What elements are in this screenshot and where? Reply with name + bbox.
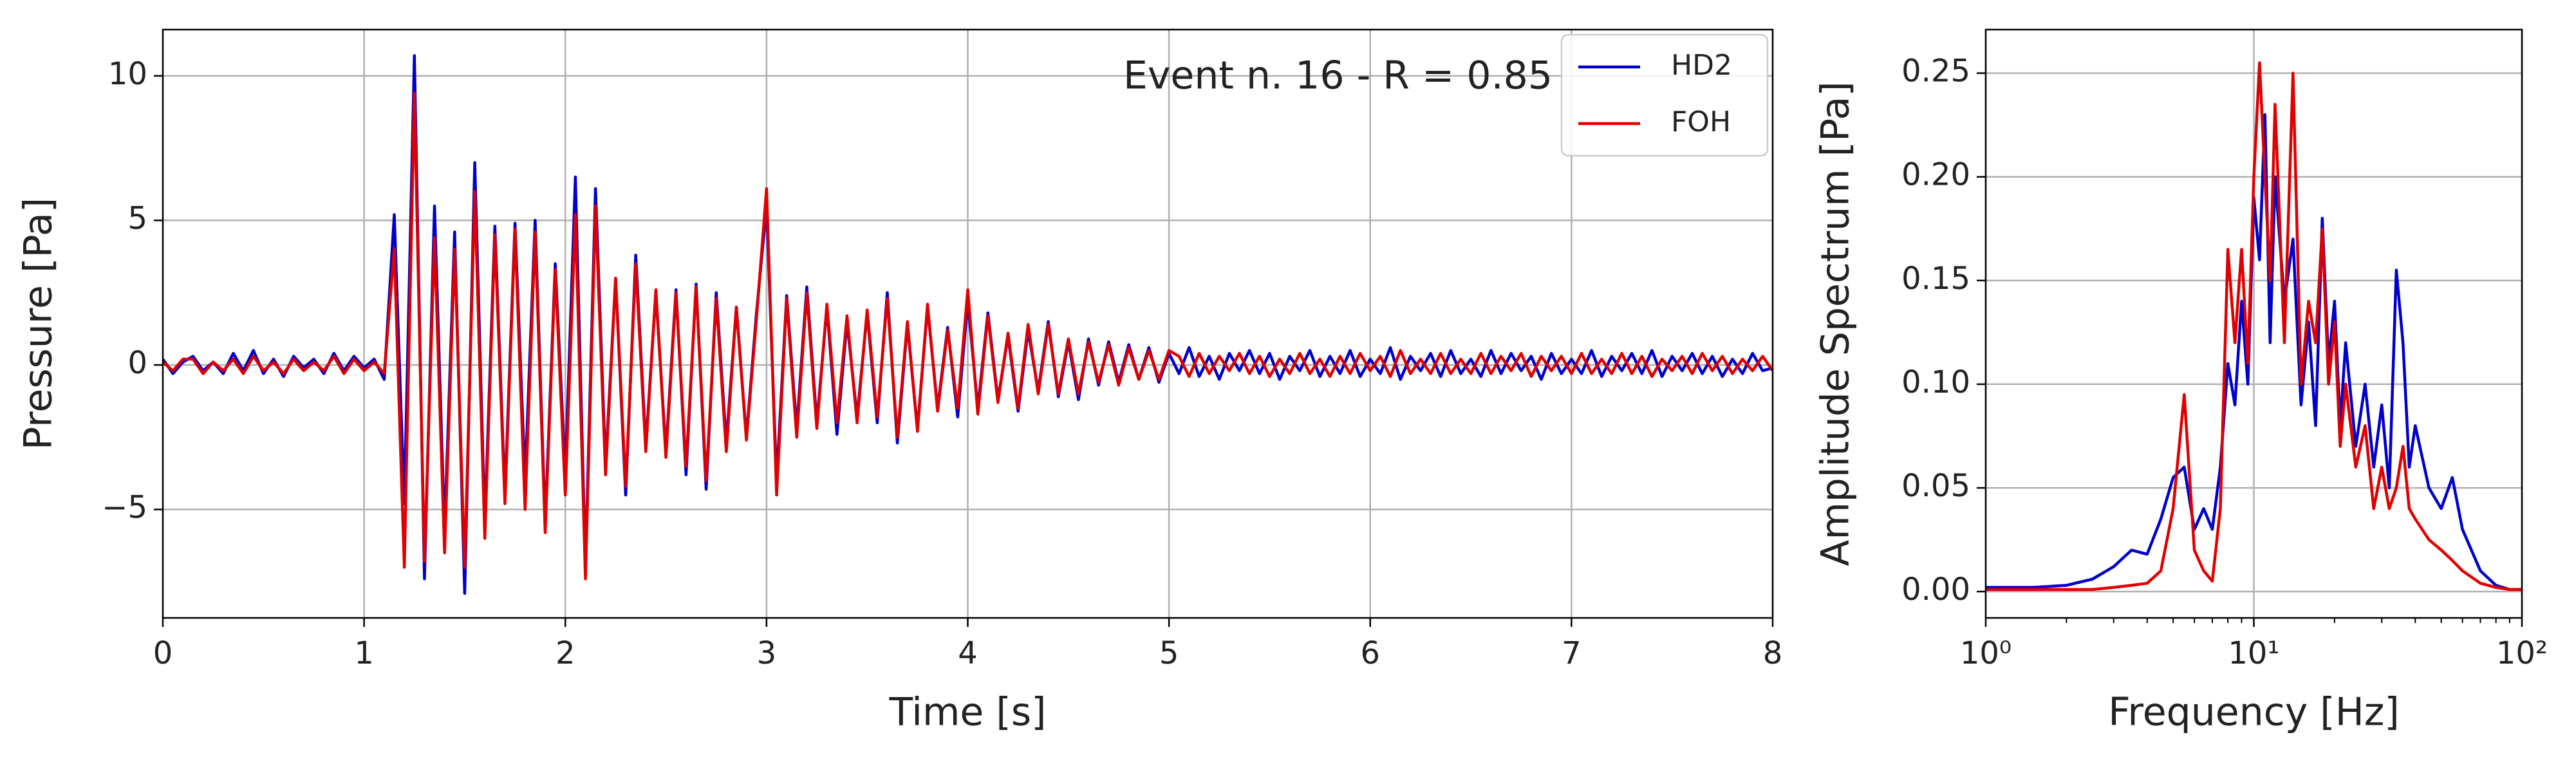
x-tick-label: 8 <box>1763 635 1783 671</box>
legend-label: FOH <box>1671 106 1731 138</box>
x-tick-label: 4 <box>958 635 978 671</box>
series-line <box>1986 61 2522 592</box>
y-tick-label: 0.15 <box>1901 261 1970 297</box>
axes-frame <box>1984 28 2523 619</box>
x-tick-label: 6 <box>1360 635 1380 671</box>
x-axis-label: Frequency [Hz] <box>2108 690 2399 735</box>
x-tick-label: 0 <box>153 635 173 671</box>
x-tick-label: 10² <box>2496 635 2548 671</box>
y-tick-label: 0.10 <box>1901 364 1970 400</box>
y-tick-label: 0.05 <box>1901 468 1970 504</box>
x-tick-label: 2 <box>555 635 575 671</box>
y-tick-label: 0 <box>127 345 147 381</box>
x-tick-label: 3 <box>757 635 777 671</box>
x-tick-label: 1 <box>354 635 374 671</box>
y-tick-label: 0.20 <box>1901 157 1970 193</box>
annotation: Event n. 16 - R = 0.85 <box>1123 53 1553 98</box>
y-axis-label: Pressure [Pa] <box>16 198 61 450</box>
legend-label: HD2 <box>1671 49 1732 82</box>
x-tick-label: 10⁰ <box>1960 635 2011 671</box>
legend-box <box>1560 33 1769 157</box>
x-tick-label: 7 <box>1562 635 1582 671</box>
x-tick-label: 10¹ <box>2228 635 2279 671</box>
y-tick-label: −5 <box>102 490 147 526</box>
y-tick-label: 0.25 <box>1901 53 1970 89</box>
series-line <box>163 91 1773 581</box>
axes-frame <box>162 28 1774 619</box>
x-axis-label: Time [s] <box>889 690 1047 735</box>
x-tick-label: 5 <box>1159 635 1179 671</box>
y-tick-label: 0.00 <box>1901 572 1970 608</box>
y-axis-label: Amplitude Spectrum [Pa] <box>1813 81 1858 566</box>
y-tick-label: 10 <box>108 56 147 92</box>
y-tick-label: 5 <box>127 200 147 236</box>
